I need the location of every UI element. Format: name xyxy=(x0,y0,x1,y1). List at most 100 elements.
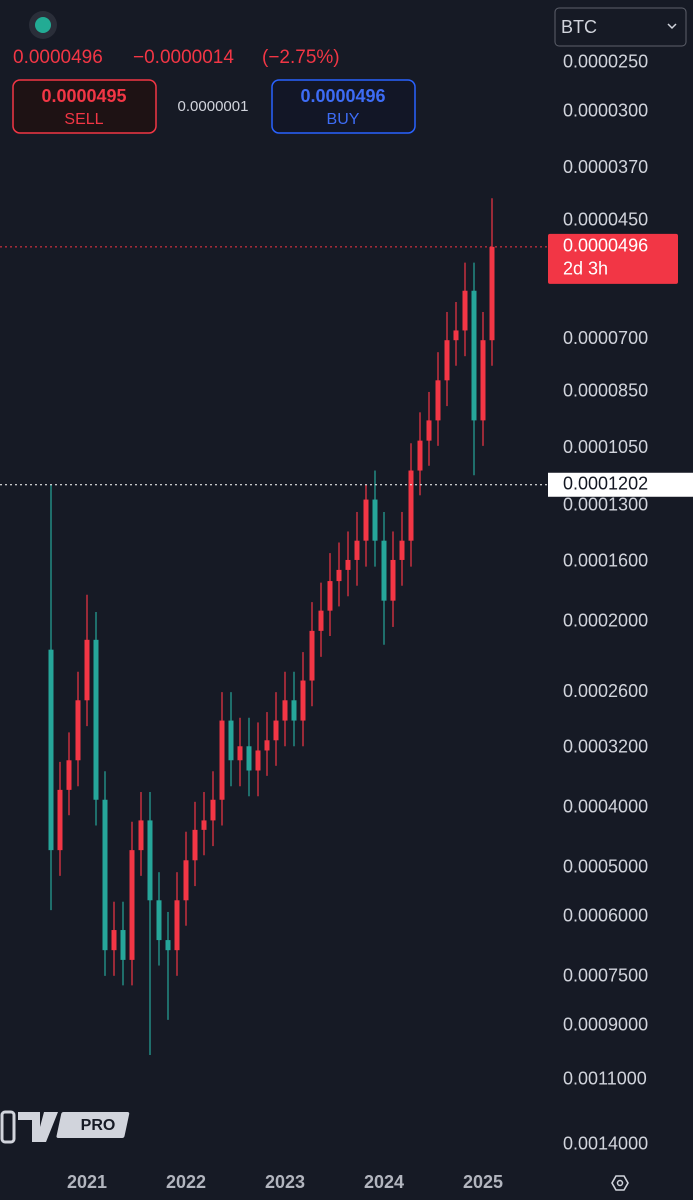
candle-body xyxy=(174,900,180,951)
y-tick-label: 0.0002600 xyxy=(563,681,648,701)
candle-body xyxy=(300,680,306,721)
price-line-tag xyxy=(548,472,693,497)
candle-body xyxy=(462,290,468,331)
candle-body xyxy=(282,700,288,721)
candle-body xyxy=(192,829,198,861)
candle-body xyxy=(66,760,72,790)
candle-body xyxy=(489,246,495,341)
countdown: 2d 3h xyxy=(563,259,608,279)
candle-body xyxy=(273,720,279,741)
candle-body xyxy=(291,700,297,721)
candle-body xyxy=(75,700,81,761)
y-tick-label: 0.0001050 xyxy=(563,437,648,457)
settings-icon[interactable] xyxy=(611,1175,629,1191)
candle-body xyxy=(435,380,441,421)
y-tick-label: 0.0014000 xyxy=(563,1133,648,1153)
price-line-label: 0.0001202 xyxy=(563,474,648,494)
candle-body xyxy=(264,740,270,751)
candle-body xyxy=(120,930,126,960)
candle-body xyxy=(381,540,387,601)
logo: PRO xyxy=(0,1110,130,1144)
price-change: −0.0000014 xyxy=(133,47,234,68)
spread: 0.0000001 xyxy=(178,98,249,115)
buy-button[interactable]: 0.0000496 BUY xyxy=(271,79,416,134)
x-tick-label: 2024 xyxy=(364,1172,404,1192)
sell-button[interactable]: 0.0000495 SELL xyxy=(12,79,157,134)
symbol-box[interactable] xyxy=(554,7,687,47)
candle-body xyxy=(129,850,135,960)
candle-body xyxy=(354,540,360,560)
price-change-pct: (−2.75%) xyxy=(262,47,340,68)
y-tick-label: 0.0000300 xyxy=(563,100,648,120)
y-tick-label: 0.0003200 xyxy=(563,737,648,757)
candle-body xyxy=(480,340,486,421)
y-tick-label: 0.0002000 xyxy=(563,610,648,630)
status-dot xyxy=(35,17,51,33)
symbol[interactable]: BTC xyxy=(561,17,597,37)
y-tick-label: 0.0000700 xyxy=(563,328,648,348)
candle-body xyxy=(327,581,333,611)
candle-body xyxy=(336,569,342,582)
candle-body xyxy=(345,559,351,570)
y-tick-label: 0.0001600 xyxy=(563,550,648,570)
candle-body xyxy=(210,799,216,821)
candle-body xyxy=(156,900,162,941)
candle-body xyxy=(408,470,414,541)
y-tick-label: 0.0009000 xyxy=(563,1015,648,1035)
badge: PRO xyxy=(81,1117,116,1134)
candle-body xyxy=(147,820,153,901)
candle-body xyxy=(93,639,99,800)
candle-body xyxy=(237,746,243,761)
y-tick-label: 0.0011000 xyxy=(563,1069,647,1089)
x-tick-label: 2023 xyxy=(265,1172,305,1192)
x-tick-label: 2021 xyxy=(67,1172,107,1192)
candle-body xyxy=(363,499,369,541)
y-tick-label: 0.0005000 xyxy=(563,857,648,877)
y-tick-label: 0.0000370 xyxy=(563,157,648,177)
y-tick-label: 0.0000850 xyxy=(563,380,648,400)
candle-body xyxy=(372,499,378,541)
y-tick-label: 0.0007500 xyxy=(563,966,648,986)
y-tick-label: 0.0000250 xyxy=(563,51,648,71)
candle-body xyxy=(399,540,405,560)
candle-body xyxy=(84,639,90,701)
x-tick-label: 2022 xyxy=(166,1172,206,1192)
candle-body xyxy=(138,820,144,851)
last-price-tag xyxy=(548,233,678,284)
candle-body xyxy=(471,290,477,421)
candle-body xyxy=(417,440,423,471)
buy-label[interactable]: BUY xyxy=(327,111,360,128)
chevron[interactable] xyxy=(667,23,677,30)
buy-box[interactable] xyxy=(271,79,416,134)
candle-body xyxy=(318,610,324,631)
candle-body xyxy=(111,930,117,951)
logo-mark xyxy=(0,1110,16,1144)
candle-body xyxy=(48,649,54,851)
buy-price[interactable]: 0.0000496 xyxy=(300,86,385,106)
candle-body xyxy=(444,340,450,381)
candle-body xyxy=(57,789,63,851)
candle-body xyxy=(219,720,225,800)
x-tick-label: 2025 xyxy=(463,1172,503,1192)
sell-box[interactable] xyxy=(12,79,157,134)
candle-body xyxy=(255,750,261,771)
badge-box xyxy=(56,1112,130,1138)
candle-body xyxy=(228,720,234,761)
settings[interactable] xyxy=(611,1175,629,1191)
candle-body xyxy=(246,746,252,771)
candle-body xyxy=(426,420,432,441)
logo-glyph xyxy=(18,1112,58,1142)
candle-body xyxy=(102,799,108,951)
settings-dot[interactable] xyxy=(616,1179,624,1187)
symbol-select[interactable]: BTC xyxy=(554,7,687,47)
candle-body xyxy=(201,820,207,830)
candle-body xyxy=(165,940,171,951)
y-tick-label: 0.0006000 xyxy=(563,906,648,926)
sell-label[interactable]: SELL xyxy=(64,111,103,128)
sell-price[interactable]: 0.0000495 xyxy=(41,86,126,106)
last-price: 0.0000496 xyxy=(13,47,103,68)
candle-body xyxy=(390,559,396,601)
candle-body xyxy=(183,860,189,901)
candle-body xyxy=(309,630,315,681)
